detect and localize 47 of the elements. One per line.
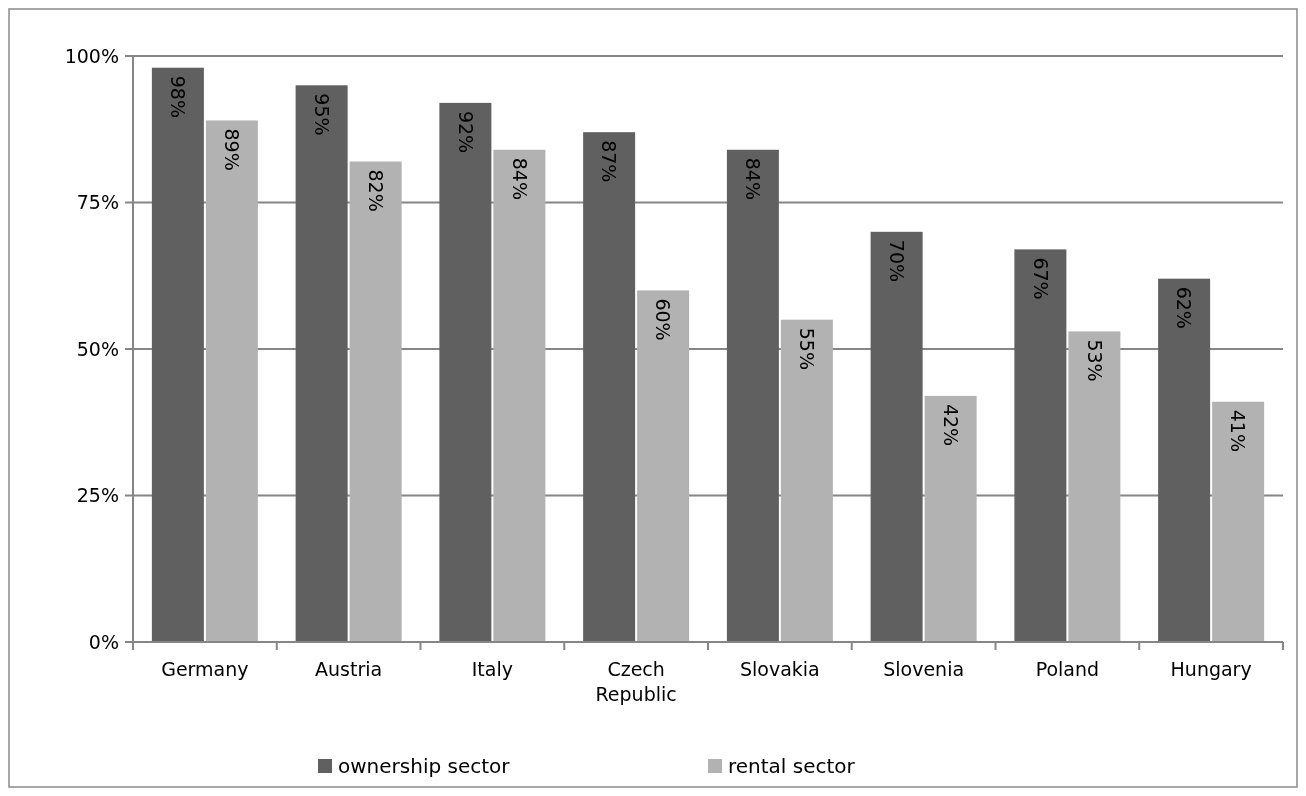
bar — [493, 149, 546, 642]
bar — [583, 132, 636, 642]
legend-label: ownership sector — [338, 754, 511, 778]
bar — [1068, 331, 1121, 642]
bar — [637, 290, 690, 642]
bar — [1014, 249, 1067, 642]
y-tick-label: 75% — [76, 191, 119, 214]
bar — [780, 319, 833, 642]
bar — [349, 161, 402, 642]
data-label: 92% — [454, 110, 477, 154]
data-label: 62% — [1173, 286, 1196, 329]
x-tick-label: Hungary — [1170, 658, 1252, 680]
data-label: 60% — [652, 298, 675, 341]
y-tick-label: 25% — [76, 484, 119, 507]
data-label: 70% — [885, 239, 908, 283]
data-label: 42% — [939, 403, 962, 447]
bar — [924, 395, 977, 642]
data-label: 89% — [221, 128, 244, 171]
data-label: 55% — [796, 327, 819, 370]
y-tick-label: 0% — [88, 630, 119, 653]
legend-label: rental sector — [728, 754, 856, 778]
y-tick-label: 100% — [64, 44, 119, 67]
data-label: 84% — [742, 157, 765, 200]
bar — [295, 85, 348, 642]
data-label: 95% — [310, 93, 333, 136]
data-label: 98% — [167, 75, 190, 118]
bar — [1158, 278, 1211, 642]
data-label: 41% — [1227, 409, 1250, 452]
x-tick-label: Germany — [161, 658, 249, 680]
data-label: 53% — [1083, 339, 1106, 382]
bar — [151, 67, 204, 642]
x-tick-label: Czech Republic — [595, 658, 677, 705]
data-label: 82% — [364, 169, 387, 212]
data-label: 87% — [598, 140, 621, 183]
bar — [205, 120, 258, 642]
x-tick-label: Slovakia — [739, 658, 820, 680]
bar — [439, 102, 492, 642]
x-tick-label: Slovenia — [883, 658, 965, 680]
bar — [1212, 401, 1265, 642]
bar — [726, 149, 779, 642]
data-label: 84% — [508, 157, 531, 200]
x-tick-label: Austria — [315, 658, 383, 680]
bar — [870, 231, 923, 642]
x-tick-label: Poland — [1035, 658, 1100, 680]
y-tick-label: 50% — [76, 337, 119, 360]
data-label: 67% — [1029, 257, 1052, 300]
x-tick-label: Italy — [471, 658, 513, 680]
